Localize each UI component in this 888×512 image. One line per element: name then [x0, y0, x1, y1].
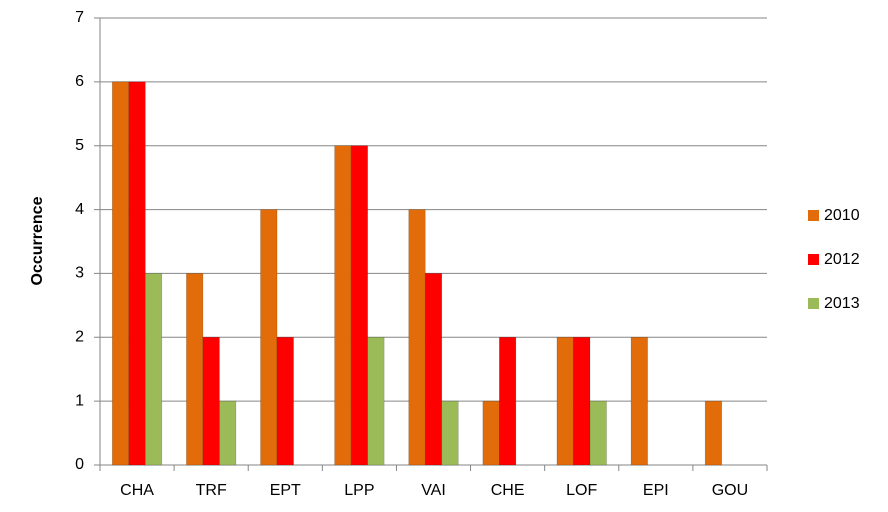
x-tick-label: LOF: [566, 482, 597, 499]
x-tick-label: CHA: [120, 482, 154, 499]
legend-label: 2013: [824, 295, 860, 312]
bar: [367, 336, 385, 466]
bar: [441, 400, 459, 466]
x-tick-label: LPP: [344, 482, 374, 499]
bar: [630, 336, 648, 466]
legend-label: 2012: [824, 251, 860, 268]
x-tick-label: GOU: [712, 482, 748, 499]
bar: [573, 336, 591, 466]
legend-label: 2010: [824, 207, 860, 224]
bar: [482, 400, 500, 466]
legend-swatch: [808, 298, 819, 309]
x-tick-label: EPT: [270, 482, 301, 499]
y-tick-label: 2: [75, 329, 84, 346]
x-tick-label: TRF: [196, 482, 227, 499]
bar: [145, 273, 163, 466]
bar: [350, 145, 368, 466]
legend-swatch: [808, 210, 819, 221]
y-tick-label: 1: [75, 392, 84, 409]
bar: [186, 273, 204, 466]
y-tick-label: 0: [75, 456, 84, 473]
y-tick-label: 6: [75, 73, 84, 90]
bar: [499, 336, 517, 466]
bar: [408, 209, 426, 466]
bar: [112, 81, 130, 466]
bar: [556, 336, 574, 466]
bar: [202, 336, 220, 466]
y-tick-label: 3: [75, 265, 84, 282]
bar: [276, 336, 294, 466]
x-tick-label: CHE: [491, 482, 525, 499]
legend-swatch: [808, 254, 819, 265]
x-tick-label: EPI: [643, 482, 669, 499]
bar: [219, 400, 237, 466]
bar: [704, 400, 722, 466]
y-tick-label: 7: [75, 9, 84, 26]
bar: [424, 273, 443, 466]
bar: [334, 145, 352, 466]
bar: [128, 81, 146, 466]
x-tick-label: VAI: [421, 482, 446, 499]
y-tick-label: 5: [75, 137, 84, 154]
bar: [260, 209, 278, 466]
y-axis-label: Occurrence: [29, 196, 46, 285]
y-tick-label: 4: [75, 201, 84, 218]
bar: [589, 400, 607, 466]
